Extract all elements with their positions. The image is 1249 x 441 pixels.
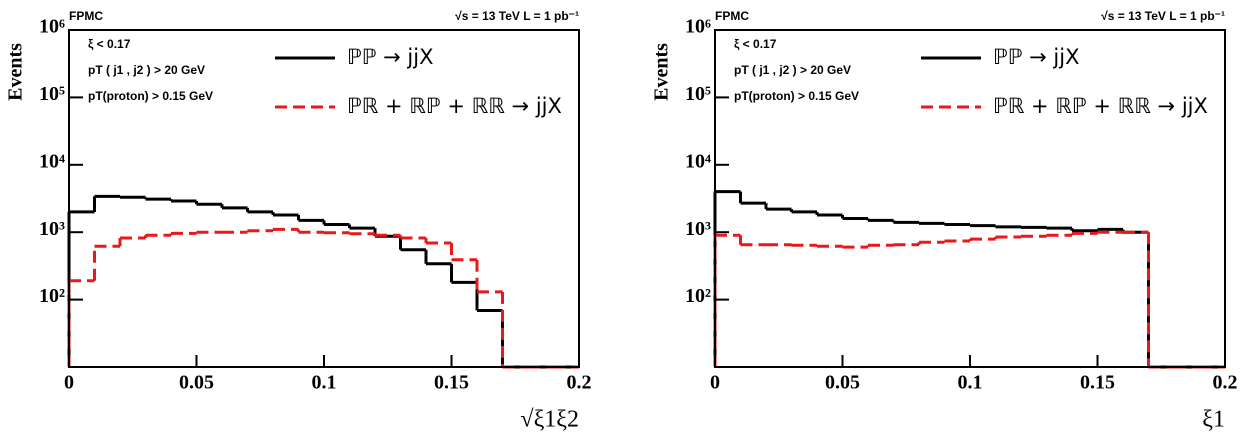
legend-label: ℙℝ + ℝℙ + ℝℝ → jjX [993, 94, 1208, 118]
y-tick-label: 10⁵ [39, 83, 65, 105]
x-tick-label: 0.05 [825, 372, 860, 394]
annotation: pT ( j1 , j2 ) > 20 GeV [734, 63, 851, 77]
corner-left: FPMC [715, 9, 749, 23]
x-tick-label: 0.2 [1213, 372, 1238, 394]
y-axis-label: Events [5, 43, 27, 101]
x-tick-label: 0.15 [1080, 372, 1115, 394]
x-tick-label: 0 [64, 372, 74, 394]
x-axis-label: ξ1 [1202, 407, 1225, 433]
y-tick-label: 10⁶ [39, 16, 65, 38]
y-tick-label: 10³ [685, 218, 711, 240]
y-tick-label: 10² [685, 285, 711, 307]
y-tick-label: 10² [39, 285, 65, 307]
x-axis-label: √ξ1ξ2 [520, 407, 579, 433]
legend-label: ℙℝ + ℝℙ + ℝℝ → jjX [347, 94, 562, 118]
y-tick-label: 10⁵ [685, 83, 711, 105]
x-tick-label: 0.2 [567, 372, 592, 394]
corner-right: √s = 13 TeV L = 1 pb⁻¹ [455, 9, 579, 23]
annotation: pT(proton) > 0.15 GeV [734, 89, 859, 103]
corner-left: FPMC [69, 9, 103, 23]
legend-label: ℙℙ → jjX [347, 45, 433, 69]
y-tick-label: 10⁴ [685, 150, 711, 172]
y-tick-label: 10³ [39, 218, 65, 240]
annotation: ξ < 0.17 [734, 37, 777, 51]
y-axis-label: Events [651, 43, 673, 101]
x-tick-label: 0.1 [312, 372, 337, 394]
x-tick-label: 0.15 [434, 372, 469, 394]
y-tick-label: 10⁴ [39, 150, 65, 172]
corner-right: √s = 13 TeV L = 1 pb⁻¹ [1101, 9, 1225, 23]
x-tick-label: 0 [710, 372, 720, 394]
annotation: pT ( j1 , j2 ) > 20 GeV [88, 63, 205, 77]
annotation: pT(proton) > 0.15 GeV [88, 89, 213, 103]
y-tick-label: 10⁶ [685, 16, 711, 38]
x-tick-label: 0.1 [958, 372, 983, 394]
x-tick-label: 0.05 [179, 372, 214, 394]
legend-label: ℙℙ → jjX [993, 45, 1079, 69]
annotation: ξ < 0.17 [88, 37, 131, 51]
